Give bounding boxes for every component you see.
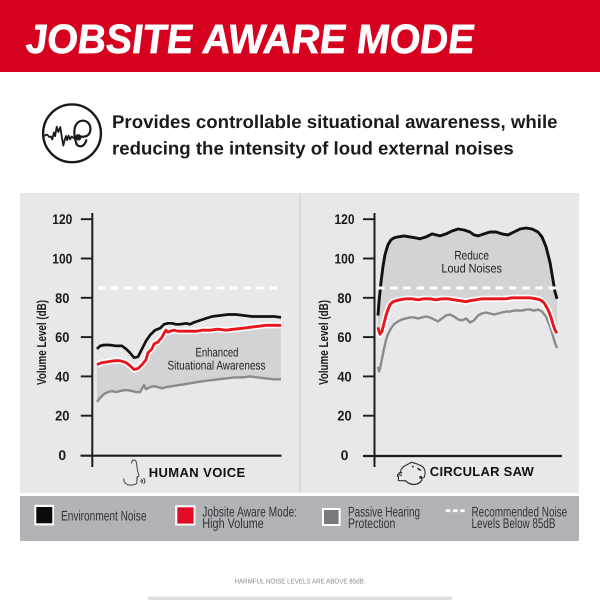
svg-text:Recommended Noise: Recommended Noise xyxy=(472,503,568,519)
svg-text:HUMAN VOICE: HUMAN VOICE xyxy=(149,465,246,480)
svg-text:Protection: Protection xyxy=(348,515,395,531)
svg-text:Volume Level (dB): Volume Level (dB) xyxy=(34,300,49,385)
svg-text:Loud Noises: Loud Noises xyxy=(441,262,502,276)
svg-text:Jobsite Aware Mode:: Jobsite Aware Mode: xyxy=(202,504,297,520)
svg-text:100: 100 xyxy=(335,251,355,267)
svg-text:Levels Below 85dB: Levels Below 85dB xyxy=(472,515,556,531)
svg-text:Reduce: Reduce xyxy=(454,249,489,263)
svg-text:Passive Hearing: Passive Hearing xyxy=(348,504,420,520)
svg-text:20: 20 xyxy=(55,408,69,424)
svg-text:JOBSITE AWARE MODE: JOBSITE AWARE MODE xyxy=(24,16,477,62)
svg-text:120: 120 xyxy=(52,211,72,227)
svg-text:0: 0 xyxy=(341,447,349,463)
svg-text:High Volume: High Volume xyxy=(202,515,264,531)
svg-text:reducing the intensity of loud: reducing the intensity of loud external … xyxy=(112,138,514,159)
svg-text:60: 60 xyxy=(337,329,351,345)
svg-text:20: 20 xyxy=(337,408,351,424)
svg-text:Volume Level (dB): Volume Level (dB) xyxy=(316,300,331,385)
svg-text:40: 40 xyxy=(55,368,69,384)
svg-text:120: 120 xyxy=(335,211,355,227)
svg-text:Provides controllable situatio: Provides controllable situational awaren… xyxy=(112,111,558,132)
svg-text:80: 80 xyxy=(337,290,351,306)
svg-text:80: 80 xyxy=(55,290,69,306)
svg-text:0: 0 xyxy=(58,447,66,463)
svg-text:Environment Noise: Environment Noise xyxy=(61,508,147,524)
svg-text:60: 60 xyxy=(55,329,69,345)
svg-text:CIRCULAR SAW: CIRCULAR SAW xyxy=(430,464,535,479)
svg-text:40: 40 xyxy=(337,368,351,384)
svg-text:HARMFUL NOISE LEVELS ARE ABOVE: HARMFUL NOISE LEVELS ARE ABOVE 85dB. xyxy=(235,578,366,586)
svg-text:100: 100 xyxy=(52,251,72,267)
svg-text:Enhanced: Enhanced xyxy=(196,345,239,359)
svg-text:Situational Awareness: Situational Awareness xyxy=(168,358,266,372)
